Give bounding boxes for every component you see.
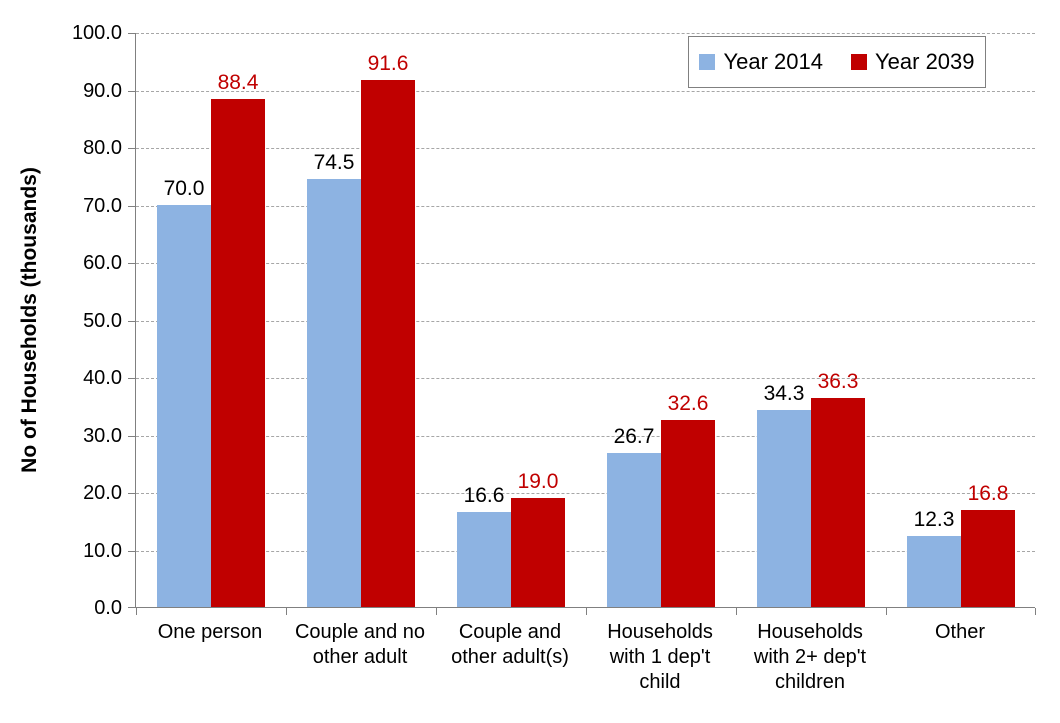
bar [457,511,511,607]
x-axis-tick-mark [736,608,737,615]
gridline [136,205,1035,207]
y-axis-tick-mark [128,378,136,379]
category-label: Households with 1 dep't child [607,621,713,693]
data-label: 91.6 [367,52,409,76]
legend-swatch-year-2014 [699,54,716,70]
bar [661,419,715,607]
plot-area: Year 2014 Year 2039 70.0 74.5 16.6 26.7 34.3… [128,33,1036,615]
y-axis-tick-label: 60.0 [83,252,122,274]
category-label: One person [157,621,263,643]
data-label: 26.7 [613,425,655,449]
y-axis-tick-mark [128,90,136,92]
gridline [136,435,1035,437]
legend-label-year-2014: Year 2014 [723,49,823,74]
category-label: Households with 2+ dep't children [753,621,867,693]
y-axis-tick-label: 0.0 [94,597,122,619]
gridline [136,90,1035,92]
y-axis-tick-label: 50.0 [83,309,122,332]
bar [607,453,661,607]
data-label: 88.4 [217,70,259,94]
bar [811,398,865,607]
legend-item-year-2039: Year 2039 [851,49,975,75]
legend-label-year-2039: Year 2039 [875,49,975,74]
gridline [136,263,1035,264]
y-axis-tick-label: 100.0 [71,22,122,44]
x-axis-category-labels: One person Couple and no other adult Coupl… [135,620,1035,720]
y-axis-tick-label: 40.0 [83,367,122,389]
data-label: 36.3 [817,370,859,394]
x-axis-tick-mark [586,608,587,615]
bar [757,409,811,607]
data-label: 34.3 [763,381,805,405]
legend-item-year-2014: Year 2014 [699,49,823,75]
y-axis-tick-label: 80.0 [83,137,122,159]
data-label: 12.3 [913,508,955,532]
y-axis-tick-mark [128,148,136,149]
y-axis-tick-mark [128,263,136,264]
data-label: 70.0 [163,176,205,200]
y-axis-tick-mark [128,607,136,608]
y-axis-tick-mark [128,435,136,437]
y-axis-tick-mark [128,493,136,494]
category-label: Couple and no other adult [294,621,426,668]
y-axis-tick-mark [128,205,136,207]
gridline [136,493,1035,494]
y-axis-tick-mark [128,320,136,322]
bar [511,497,565,607]
category-label: Couple and other adult(s) [451,621,569,668]
gridline [136,550,1035,552]
bar [307,178,361,607]
bar [211,98,265,607]
bar [157,204,211,607]
gridline [136,378,1035,379]
data-label: 74.5 [313,150,355,174]
x-axis-tick-mark [886,608,887,615]
data-label: 19.0 [517,469,559,493]
x-axis-tick-mark [286,608,287,615]
gridline [136,33,1035,34]
y-axis-tick-mark [128,33,136,34]
y-axis-tick-label: 20.0 [83,482,122,504]
bar [361,80,415,607]
legend: Year 2014 Year 2039 [688,36,986,88]
gridline [136,320,1035,322]
x-axis-tick-mark [136,608,137,615]
x-axis-tick-mark [1035,608,1036,615]
data-label: 32.6 [667,391,709,415]
y-axis-tick-label: 70.0 [83,194,122,217]
bar [907,536,961,607]
y-axis-tick-label: 30.0 [83,424,122,447]
data-label: 16.8 [967,482,1009,506]
gridline [136,148,1035,149]
y-axis-tick-label: 10.0 [83,539,122,562]
y-axis-tick-label: 90.0 [83,79,122,102]
bar [961,510,1015,607]
legend-swatch-year-2039 [851,54,867,70]
category-label: Other [934,621,986,643]
data-label: 16.6 [463,483,505,507]
x-axis-tick-mark [436,608,437,615]
y-axis-tick-mark [128,550,136,552]
